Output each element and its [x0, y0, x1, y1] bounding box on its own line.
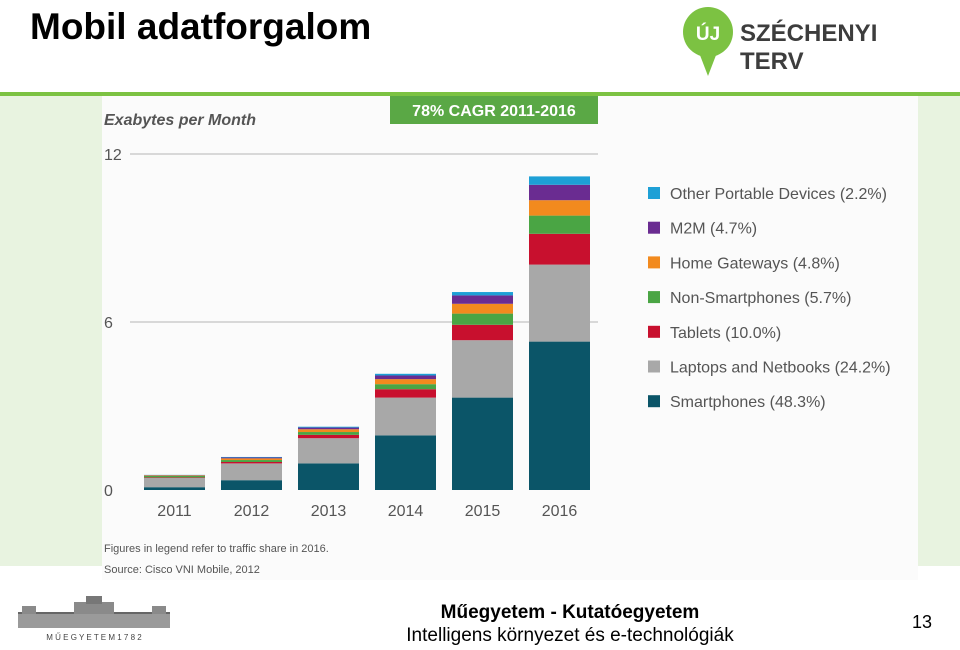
bar-segment [375, 379, 436, 385]
uj-pin-icon: ÚJ [683, 7, 733, 76]
legend-label: Smartphones (48.3%) [670, 394, 826, 411]
logo-prefix: ÚJ [696, 23, 720, 45]
footer: Műegyetem - Kutatóegyetem Intelligens kö… [380, 602, 760, 647]
chart-area: 78% CAGR 2011-2016 Exabytes per Month Fi… [102, 96, 918, 580]
legend-swatch [648, 360, 660, 373]
bar-segment [221, 458, 282, 461]
cagr-badge: 78% CAGR 2011-2016 [412, 103, 576, 120]
slide-title: Mobil adatforgalom [30, 6, 372, 47]
legend-swatch [648, 256, 660, 269]
x-tick-label: 2014 [388, 503, 424, 520]
bar-segment [298, 427, 359, 430]
footer-line2: Intelligens környezet és e-technológiák [406, 625, 734, 646]
x-tick-label: 2011 [157, 503, 192, 520]
stacked-bar-chart: 78% CAGR 2011-2016 Exabytes per Month Fi… [104, 96, 891, 576]
y-axis-label: Exabytes per Month [104, 112, 256, 129]
bar-segment [529, 200, 590, 216]
bar-segment [452, 303, 513, 314]
legend-label: Tablets (10.0%) [670, 325, 781, 342]
right-side-panel [918, 96, 960, 566]
legend-label: Laptops and Netbooks (24.2%) [670, 360, 891, 377]
bar-segment [144, 477, 205, 488]
y-tick-label: 6 [104, 315, 113, 332]
legend-label: M2M (4.7%) [670, 221, 757, 238]
grid-layer: 0 6 12 [104, 147, 598, 500]
legend-swatch [648, 187, 660, 199]
bar-segment [298, 429, 359, 433]
bar-segment [298, 438, 359, 464]
bar-segment [529, 341, 590, 490]
y-tick-label: 0 [104, 483, 113, 500]
bar-segment [375, 435, 436, 490]
bar-segment [144, 476, 205, 478]
x-tick-label: 2016 [542, 503, 578, 520]
bar-segment [221, 456, 282, 458]
bar-segment [452, 313, 513, 325]
page-number: 13 [912, 612, 933, 632]
bar-segment [144, 475, 205, 476]
bar-segment [221, 480, 282, 490]
legend-swatch [648, 291, 660, 304]
title-divider [0, 92, 960, 96]
legend-label: Non-Smartphones (5.7%) [670, 290, 851, 307]
bar-segment [298, 426, 359, 428]
x-tick-label: 2012 [234, 503, 270, 520]
bar-segment [298, 432, 359, 435]
legend-label: Home Gateways (4.8%) [670, 255, 840, 272]
legend: Other Portable Devices (2.2%) M2M (4.7%) H… [648, 186, 891, 411]
bar-segment [298, 434, 359, 439]
chart-source: Source: Cisco VNI Mobile, 2012 [104, 564, 260, 576]
bar-segment [375, 389, 436, 398]
muegyetem-logo: M Ű E G Y E T E M 1 7 8 2 [18, 596, 170, 642]
chart-note: Figures in legend refer to traffic share… [104, 543, 329, 555]
bars-layer: 2011 2012 2013 2014 2015 2016 [144, 176, 590, 520]
left-side-panel [0, 96, 102, 566]
bar-segment [529, 233, 590, 265]
y-tick-label: 12 [104, 147, 122, 164]
bar-segment [375, 373, 436, 376]
bar-segment [452, 292, 513, 296]
bar-segment [452, 295, 513, 304]
bar-segment [375, 397, 436, 436]
bar-segment [298, 463, 359, 490]
footer-line1: Műegyetem - Kutatóegyetem [440, 602, 700, 623]
bar-segment [529, 264, 590, 342]
bar-segment [144, 487, 205, 490]
bar-segment [529, 215, 590, 234]
bar-segment [221, 462, 282, 464]
bar-segment [221, 457, 282, 459]
legend-label: Other Portable Devices (2.2%) [670, 186, 887, 203]
bar-segment [452, 397, 513, 490]
bar-segment [375, 384, 436, 390]
cagr-badge-bg [390, 96, 598, 124]
bar-segment [529, 184, 590, 201]
szechenyi-terv-logo: ÚJ SZÉCHENYI TERV [682, 6, 942, 86]
bar-segment [529, 176, 590, 185]
bar-segment [375, 375, 436, 380]
legend-swatch [648, 395, 660, 408]
legend-swatch [648, 325, 660, 338]
logo-text: SZÉCHENYI TERV [740, 20, 878, 75]
x-tick-label: 2013 [311, 503, 347, 520]
bar-segment [221, 460, 282, 462]
footer-logo-caption: M Ű E G Y E T E M 1 7 8 2 [46, 633, 142, 642]
legend-swatch [648, 221, 660, 234]
x-tick-label: 2015 [465, 503, 501, 520]
bar-segment [452, 340, 513, 398]
bar-segment [144, 477, 205, 478]
bar-segment [452, 324, 513, 341]
bar-segment [221, 463, 282, 481]
